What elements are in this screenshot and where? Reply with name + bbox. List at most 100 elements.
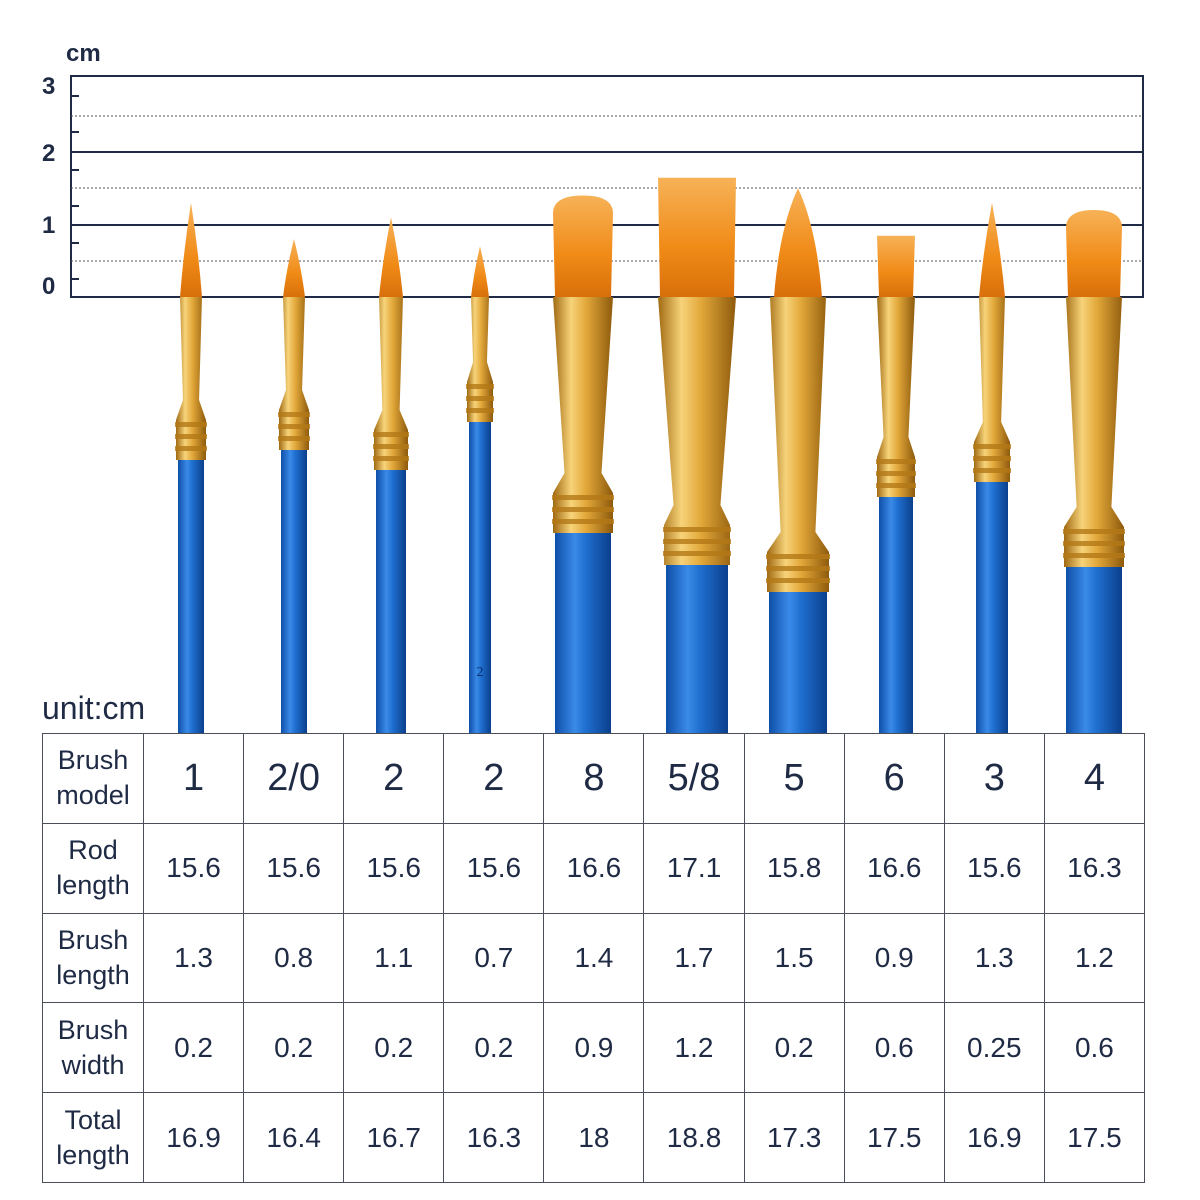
- table-cell: 0.9: [543, 1002, 645, 1094]
- ferrule-ring: [876, 471, 916, 476]
- ferrule-ring: [466, 384, 494, 389]
- table-row: Brush model 1 2/0 2 2 8 5/8 5 6 3 4: [42, 733, 1146, 824]
- table-cell: 15.8: [743, 822, 845, 914]
- table-cell: 0.25: [943, 1002, 1045, 1094]
- brush-ferrule: [658, 297, 736, 565]
- ruler-tick-1: 1: [42, 212, 56, 239]
- ferrule-ring: [973, 444, 1011, 449]
- brush-3: [373, 217, 409, 733]
- brush-handle: [178, 460, 204, 733]
- table-cell: 0.8: [243, 912, 345, 1004]
- table-cell: 15.6: [142, 822, 245, 914]
- table-cell: 18.8: [643, 1092, 745, 1183]
- ferrule-ring: [278, 412, 310, 417]
- table-cell: 3: [943, 733, 1045, 824]
- brush-bristles: [658, 177, 736, 297]
- table-cell: 16.6: [543, 822, 645, 914]
- brush-6: [658, 177, 736, 733]
- brush-9: [973, 202, 1011, 733]
- brush-8: [876, 235, 916, 733]
- ferrule-ring: [373, 432, 409, 437]
- table-cell: 0.2: [343, 1002, 445, 1094]
- ferrule-ring: [876, 483, 916, 488]
- table-cell: 15.6: [243, 822, 345, 914]
- brush-illustration: 2: [70, 75, 1144, 733]
- ferrule-ring: [466, 396, 494, 401]
- ferrule-ring: [1063, 553, 1125, 558]
- table-cell: 16.3: [1043, 822, 1146, 914]
- table-cell: 16.9: [142, 1092, 245, 1183]
- table-cell: 17.5: [1043, 1092, 1146, 1183]
- brush-bristles: [283, 239, 305, 297]
- table-cell: 1.3: [943, 912, 1045, 1004]
- brush-handle: [976, 482, 1008, 733]
- ferrule-ring: [175, 446, 207, 451]
- brush-1: [175, 202, 207, 733]
- table-cell: 1: [142, 733, 245, 824]
- brush-handle: [879, 497, 913, 733]
- table-cell: 17.1: [643, 822, 745, 914]
- brush-ferrule: [877, 297, 915, 497]
- table-cell: 16.9: [943, 1092, 1045, 1183]
- ferrule-ring: [552, 519, 614, 524]
- ruler-unit-label: cm: [66, 40, 101, 67]
- ferrule-ring: [1063, 529, 1125, 534]
- table-cell: 4: [1043, 733, 1146, 824]
- ruler-ticks: [71, 95, 79, 280]
- brush-bristles: [471, 246, 489, 297]
- brush-handle: [769, 592, 827, 733]
- table-cell: 1.4: [543, 912, 645, 1004]
- table-cell: 15.6: [343, 822, 445, 914]
- ferrule-ring: [973, 456, 1011, 461]
- brush-handle: [555, 533, 611, 733]
- unit-caption: unit:cm: [42, 690, 146, 726]
- table-cell: 1.2: [1043, 912, 1146, 1004]
- table-cell: 1.5: [743, 912, 845, 1004]
- brush-7: [766, 188, 830, 733]
- row-header: Rod length: [42, 822, 144, 914]
- row-header: Total length: [42, 1092, 144, 1183]
- table-cell: 8: [543, 733, 645, 824]
- ferrule-ring: [175, 434, 207, 439]
- ruler-tick-2: 2: [42, 140, 56, 167]
- table-cell: 17.3: [743, 1092, 845, 1183]
- brush-ferrule: [767, 297, 829, 592]
- table-cell: 17.5: [843, 1092, 945, 1183]
- brush-bristles: [1066, 210, 1122, 297]
- table-cell: 2/0: [243, 733, 345, 824]
- table-cell: 0.6: [843, 1002, 945, 1094]
- brush-5: [552, 195, 614, 733]
- table-row: Brush width 0.2 0.2 0.2 0.2 0.9 1.2 0.2 0.6 0.25 0.…: [42, 1002, 1146, 1094]
- brush-bristles: [774, 188, 822, 297]
- table-cell: 5: [743, 733, 845, 824]
- brush-bristles: [379, 217, 403, 297]
- ruler-tick-0: 0: [42, 273, 56, 300]
- brush-handle: [376, 470, 406, 733]
- table-cell: 0.6: [1043, 1002, 1146, 1094]
- ferrule-ring: [552, 495, 614, 500]
- brush-10: [1063, 210, 1125, 733]
- table-cell: 0.2: [443, 1002, 545, 1094]
- table-cell: 16.4: [243, 1092, 345, 1183]
- table-row: Brush length 1.3 0.8 1.1 0.7 1.4 1.7 1.5 0.9 1.3 1.…: [42, 912, 1146, 1004]
- brush-bristles: [180, 202, 202, 297]
- brush-ferrule: [553, 297, 613, 533]
- brush-handle: [666, 565, 728, 733]
- ferrule-ring: [766, 554, 830, 559]
- brush-ferrule: [467, 297, 493, 422]
- ferrule-ring: [373, 456, 409, 461]
- table-row: Rod length 15.6 15.6 15.6 15.6 16.6 17.1 15.8 16.…: [42, 822, 1146, 914]
- ferrule-ring: [663, 527, 731, 532]
- table-cell: 1.3: [142, 912, 245, 1004]
- row-header: Brush model: [42, 733, 144, 824]
- brush-bristles: [877, 235, 915, 297]
- table-cell: 5/8: [643, 733, 745, 824]
- ferrule-ring: [1063, 541, 1125, 546]
- table-cell: 6: [843, 733, 945, 824]
- table-cell: 0.9: [843, 912, 945, 1004]
- brush-handle: [1066, 567, 1122, 733]
- ferrule-ring: [175, 422, 207, 427]
- brush-ferrule: [176, 297, 206, 460]
- ferrule-ring: [663, 551, 731, 556]
- brush-ferrule: [374, 297, 408, 470]
